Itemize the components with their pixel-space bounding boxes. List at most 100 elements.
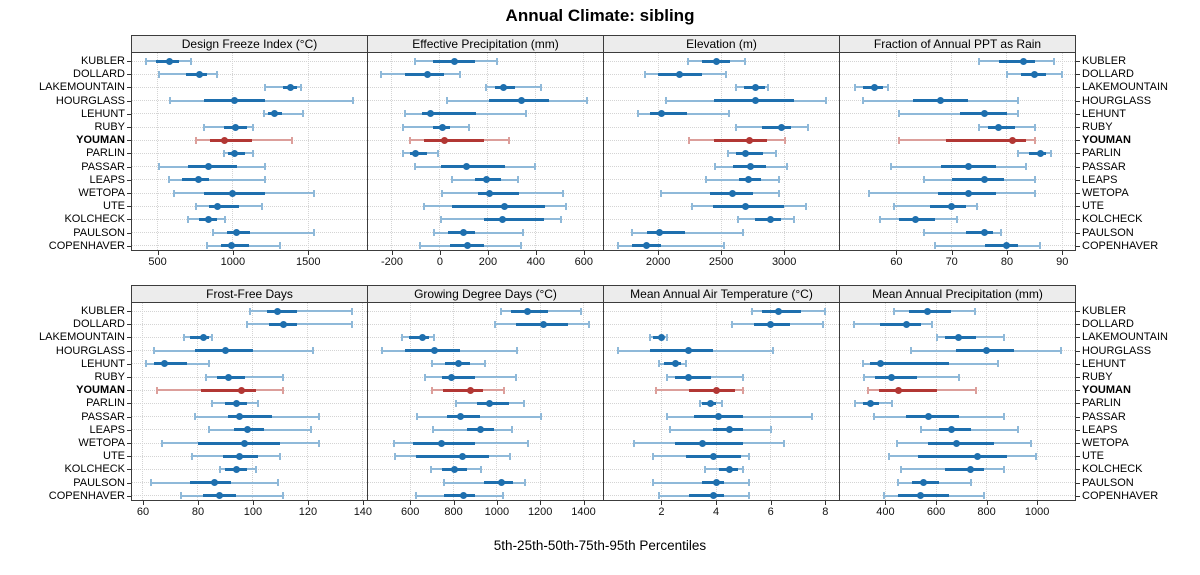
gridline-vertical xyxy=(935,303,937,500)
station-label-wetopa: WETOPA xyxy=(78,187,125,199)
panel-plot-design-freeze-index-c xyxy=(131,52,368,251)
chart-title: Annual Climate: sibling xyxy=(505,6,695,25)
percentile-cap-95th xyxy=(562,189,565,197)
median-dot-youman xyxy=(894,386,902,394)
median-dot-kolcheck xyxy=(767,215,775,223)
percentile-cap-5th xyxy=(183,333,186,341)
percentile-cap-95th xyxy=(957,373,960,381)
median-dot-ute xyxy=(974,452,982,460)
y-axis-tick xyxy=(1076,429,1080,431)
percentile-cap-5th xyxy=(264,83,267,91)
y-axis-tick xyxy=(127,245,131,247)
y-axis-tick xyxy=(1076,443,1080,444)
percentile-cap-5th xyxy=(705,176,708,184)
panel-plot-fraction-of-annual-ppt-as-rain xyxy=(839,52,1076,251)
x-axis-tick xyxy=(1037,501,1039,505)
y-axis-tick xyxy=(127,179,131,181)
station-label-wetopa: WETOPA xyxy=(78,437,125,449)
x-axis-tick-label: 800 xyxy=(444,506,463,518)
percentile-range-25-75 xyxy=(266,309,297,313)
percentile-range-25-75 xyxy=(880,322,921,326)
x-axis-tick-label: 1200 xyxy=(527,506,553,518)
percentile-range-25-75 xyxy=(649,112,688,116)
station-label-paulson: PAULSON xyxy=(1082,226,1134,239)
percentile-cap-5th xyxy=(1005,70,1008,78)
percentile-cap-95th xyxy=(313,229,316,237)
x-axis-tick-label: 2 xyxy=(658,506,665,518)
percentile-range-25-75 xyxy=(443,494,476,498)
gridline-horizontal xyxy=(840,60,1075,62)
percentile-cap-5th xyxy=(167,176,170,184)
y-axis-tick xyxy=(127,495,131,497)
gridline-vertical xyxy=(715,303,717,500)
percentile-cap-95th xyxy=(747,479,750,487)
station-label-leaps: LEAPS xyxy=(1082,423,1118,436)
median-dot-paulson xyxy=(497,479,505,487)
median-dot-leaps xyxy=(947,426,955,434)
station-label-lakemountain: LAKEMOUNTAIN xyxy=(39,81,125,94)
x-axis-tick xyxy=(157,251,159,255)
median-dot-copenhaver xyxy=(917,492,925,500)
y-axis-tick xyxy=(127,482,131,484)
percentile-cap-95th xyxy=(727,110,730,118)
median-dot-lakemountain xyxy=(286,83,294,91)
percentile-cap-95th xyxy=(257,399,260,407)
station-label-kubler: KUBLER xyxy=(80,305,125,317)
percentile-cap-95th xyxy=(1029,439,1032,447)
percentile-cap-95th xyxy=(975,202,978,210)
percentile-range-25-75 xyxy=(478,191,520,195)
median-dot-passar xyxy=(715,413,723,421)
gridline-vertical xyxy=(496,303,498,500)
gridline-vertical xyxy=(307,53,309,250)
percentile-cap-95th xyxy=(1025,163,1028,171)
x-axis-tick-label: 8 xyxy=(822,506,829,518)
percentile-cap-5th xyxy=(401,149,404,157)
median-dot-dollard xyxy=(767,320,775,328)
percentile-cap-5th xyxy=(852,320,855,328)
percentile-range-5-95 xyxy=(433,231,523,234)
x-axis-tick xyxy=(453,501,455,505)
percentile-cap-95th xyxy=(511,426,514,434)
y-axis-tick xyxy=(127,443,131,444)
percentile-cap-5th xyxy=(888,452,891,460)
percentile-cap-95th xyxy=(783,136,786,144)
percentile-cap-5th xyxy=(404,110,407,118)
x-axis-tick-label: 1000 xyxy=(220,256,246,268)
percentile-cap-5th xyxy=(429,465,432,473)
percentile-cap-95th xyxy=(254,465,257,473)
y-axis-tick xyxy=(1076,153,1080,155)
x-axis-tick-label: 500 xyxy=(148,256,167,268)
x-axis-tick xyxy=(540,501,542,505)
median-dot-dollard xyxy=(424,70,432,78)
gridline-vertical xyxy=(439,53,441,250)
percentile-cap-5th xyxy=(897,479,900,487)
median-dot-kubler xyxy=(1020,57,1028,65)
gridline-horizontal xyxy=(840,402,1075,404)
percentile-cap-95th xyxy=(1003,465,1006,473)
percentile-range-25-75 xyxy=(209,138,252,142)
median-dot-lakemountain xyxy=(955,333,963,341)
y-axis-tick xyxy=(127,153,131,155)
percentile-cap-95th xyxy=(1000,229,1003,237)
station-label-copenhaver: COPENHAVER xyxy=(48,239,125,252)
percentile-range-25-75 xyxy=(451,204,546,208)
x-axis-tick-label: 3000 xyxy=(771,256,797,268)
chart-caption: 5th-25th-50th-75th-95th Percentiles xyxy=(493,538,707,553)
percentile-cap-5th xyxy=(194,413,197,421)
percentile-cap-5th xyxy=(878,215,881,223)
median-dot-copenhaver xyxy=(643,242,651,250)
y-axis-tick xyxy=(1076,193,1080,194)
percentile-cap-5th xyxy=(727,149,730,157)
station-label-hourglass: HOURGLASS xyxy=(55,94,125,107)
percentile-cap-95th xyxy=(1033,136,1036,144)
median-dot-lakemountain xyxy=(752,83,760,91)
percentile-range-25-75 xyxy=(208,204,239,208)
median-dot-passar xyxy=(456,413,464,421)
percentile-range-25-75 xyxy=(762,125,792,129)
median-dot-leaps xyxy=(194,176,202,184)
percentile-cap-5th xyxy=(734,83,737,91)
percentile-cap-95th xyxy=(317,413,320,421)
percentile-cap-95th xyxy=(189,57,192,65)
gridline-horizontal xyxy=(132,86,367,88)
median-dot-lakemountain xyxy=(657,333,665,341)
